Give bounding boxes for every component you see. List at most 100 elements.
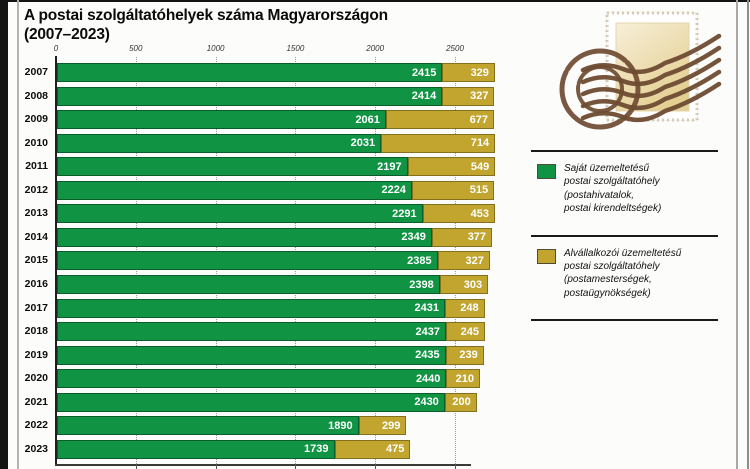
chart-legend: Saját üzemeltetésű postai szolgáltatóhely… <box>531 150 718 322</box>
x-axis-line <box>55 464 471 466</box>
frame-right-line-outer <box>736 0 738 469</box>
year-label: 2018 <box>24 325 48 338</box>
bar-segment-subcontractor: 303 <box>439 275 489 295</box>
value-label-own: 2224 <box>381 184 406 197</box>
bar-segment-own-operated: 2414 <box>57 86 443 106</box>
value-label-own: 2431 <box>414 302 439 315</box>
value-label-subcontractor: 377 <box>467 231 487 244</box>
page-title-line1: A postai szolgáltatóhelyek száma Magyaro… <box>24 7 388 24</box>
bar-segment-own-operated: 2398 <box>57 275 440 295</box>
legend-label: Alvállalkozói üzemeltetésű postai szolgál… <box>564 247 682 299</box>
frame-left-thin-line <box>17 0 19 469</box>
year-label: 2010 <box>24 136 48 149</box>
x-axis-tick-label: 2500 <box>446 44 464 53</box>
value-label-subcontractor: 329 <box>470 66 489 79</box>
value-label-own: 1890 <box>328 419 353 432</box>
year-label: 2007 <box>24 66 48 78</box>
x-axis-tick-mark <box>135 464 137 469</box>
frame-left-strip <box>0 0 8 469</box>
value-label-own: 2061 <box>355 113 380 126</box>
year-label: 2012 <box>24 183 48 196</box>
value-label-subcontractor: 299 <box>382 419 401 432</box>
value-label-own: 2031 <box>350 137 376 150</box>
legend-divider <box>531 319 718 322</box>
x-axis-tick-mark <box>295 464 297 469</box>
bar-segment-subcontractor: 714 <box>381 133 496 153</box>
legend-swatch <box>537 164 556 179</box>
year-label: 2013 <box>24 207 48 220</box>
x-axis-tick-label: 1000 <box>206 44 225 53</box>
year-label: 2015 <box>24 254 48 267</box>
year-label: 2017 <box>24 301 48 314</box>
bar-segment-own-operated: 2415 <box>57 63 443 82</box>
y-axis-line <box>55 56 57 465</box>
bar-segment-own-operated: 2430 <box>57 392 445 412</box>
bar-segment-subcontractor: 248 <box>444 298 485 318</box>
value-label-subcontractor: 475 <box>385 443 405 456</box>
bar-segment-own-operated: 2385 <box>57 251 438 271</box>
x-axis-tick-mark <box>455 464 456 469</box>
bar-segment-own-operated: 2431 <box>57 298 445 318</box>
postmark-icon <box>559 33 722 130</box>
bar-segment-own-operated: 1739 <box>57 439 335 459</box>
legend-divider <box>531 234 718 237</box>
bar-segment-own-operated: 1890 <box>57 416 359 436</box>
x-axis-tick-label: 500 <box>129 44 143 53</box>
bar-segment-own-operated: 2291 <box>57 204 423 224</box>
legend-divider <box>531 150 718 152</box>
value-label-own: 2415 <box>411 66 437 79</box>
value-label-subcontractor: 515 <box>469 184 489 197</box>
bar-segment-own-operated: 2031 <box>57 133 382 153</box>
value-label-own: 2385 <box>407 254 432 267</box>
bar-segment-subcontractor: 245 <box>445 322 486 342</box>
legend-item: Alvállalkozói üzemeltetésű postai szolgál… <box>531 237 718 320</box>
bar-segment-subcontractor: 210 <box>446 369 480 389</box>
value-label-subcontractor: 239 <box>459 349 478 362</box>
value-label-own: 2349 <box>401 231 426 244</box>
bar-segment-own-operated: 2349 <box>57 227 432 247</box>
value-label-own: 2197 <box>377 160 402 173</box>
x-axis-tick-label: 1500 <box>286 44 305 53</box>
value-label-own: 2440 <box>415 372 441 385</box>
bar-segment-subcontractor: 239 <box>445 345 484 365</box>
bar-segment-subcontractor: 515 <box>411 180 495 200</box>
frame-top-line <box>0 0 750 2</box>
value-label-subcontractor: 200 <box>452 396 471 409</box>
value-label-subcontractor: 714 <box>470 137 490 150</box>
year-label: 2014 <box>24 230 48 243</box>
bar-segment-subcontractor: 299 <box>358 416 407 436</box>
x-axis-tick-mark <box>375 464 377 469</box>
frame-right-line-inner <box>747 0 749 469</box>
x-axis-tick-mark <box>215 464 217 469</box>
value-label-own: 2414 <box>411 90 437 103</box>
value-label-own: 2291 <box>392 207 417 220</box>
bar-segment-own-operated: 2197 <box>57 157 408 177</box>
bar-segment-subcontractor: 327 <box>437 251 490 271</box>
page-title-line2: (2007–2023) <box>24 26 110 43</box>
value-label-subcontractor: 677 <box>469 113 488 126</box>
value-label-own: 2430 <box>414 396 439 409</box>
bar-segment-subcontractor: 677 <box>385 110 494 130</box>
x-axis-tick-label: 0 <box>53 44 59 53</box>
value-label-own: 2398 <box>409 278 434 291</box>
year-label: 2023 <box>24 442 48 455</box>
bar-segment-subcontractor: 475 <box>334 439 411 459</box>
value-label-subcontractor: 327 <box>465 254 484 267</box>
value-label-subcontractor: 303 <box>463 278 483 291</box>
value-label-subcontractor: 210 <box>455 372 474 385</box>
value-label-subcontractor: 453 <box>470 207 489 220</box>
page-title: A postai szolgáltatóhelyek száma Magyaro… <box>24 6 388 44</box>
bar-segment-subcontractor: 549 <box>407 157 496 177</box>
year-label: 2020 <box>24 372 48 385</box>
bar-segment-subcontractor: 327 <box>442 86 495 106</box>
bar-segment-own-operated: 2435 <box>57 345 446 365</box>
bar-segment-subcontractor: 200 <box>444 392 477 412</box>
legend-item: Saját üzemeltetésű postai szolgáltatóhely… <box>531 152 718 235</box>
bar-segment-own-operated: 2440 <box>57 369 447 389</box>
year-label: 2011 <box>25 160 48 173</box>
stacked-bar-chart: 0 500 1000 1500 2000 2500 2007 2415 329 2008 2414 3… <box>24 44 496 469</box>
legend-swatch <box>537 248 556 264</box>
value-label-subcontractor: 549 <box>470 160 490 173</box>
x-axis-tick-label: 2000 <box>366 44 385 53</box>
